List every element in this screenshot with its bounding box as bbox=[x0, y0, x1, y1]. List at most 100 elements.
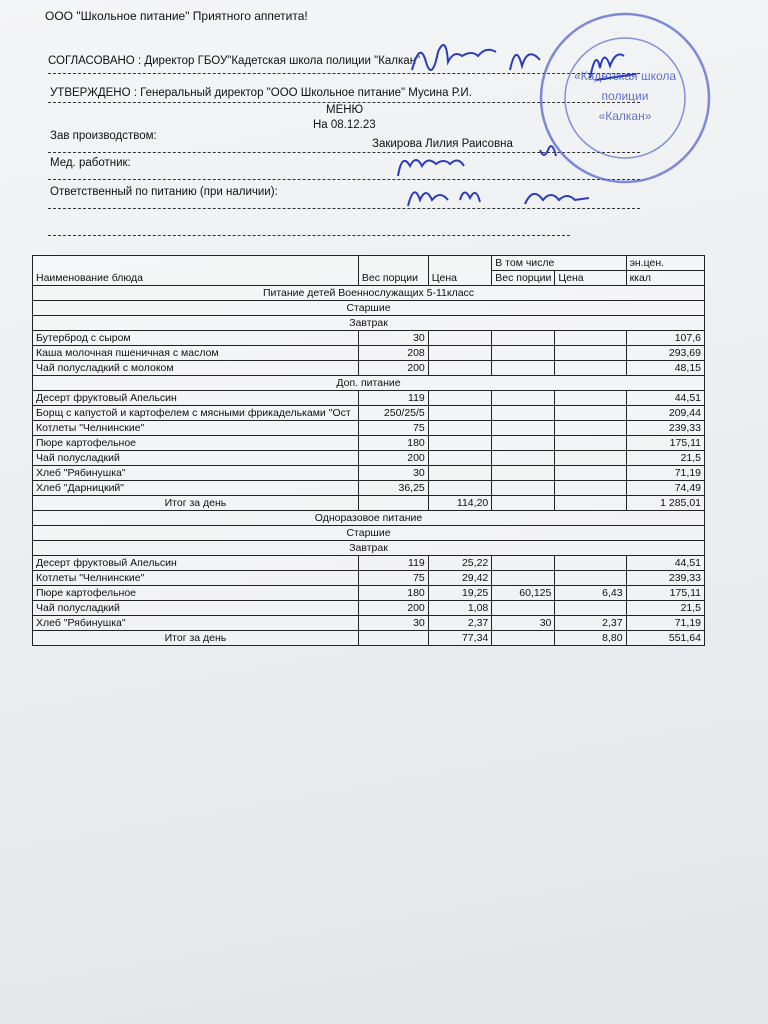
value-cell: 30 bbox=[357, 465, 429, 481]
section-cell: Питание детей Военнослужащих 5-11класс bbox=[32, 285, 705, 301]
dish-cell: Итог за день bbox=[32, 495, 359, 511]
value-cell: 200 bbox=[357, 450, 429, 466]
value-cell: 180 bbox=[357, 435, 429, 451]
value-cell: 239,33 bbox=[625, 420, 706, 436]
value-cell bbox=[427, 330, 493, 346]
value-cell: 180 bbox=[357, 585, 429, 601]
value-cell: 75 bbox=[357, 570, 429, 586]
value-cell bbox=[427, 480, 493, 496]
table-row: Итог за день 77,34 8,80 551,64 bbox=[32, 630, 706, 646]
section-cell: Завтрак bbox=[32, 315, 705, 331]
value-cell: 44,51 bbox=[625, 555, 706, 571]
value-cell bbox=[554, 450, 627, 466]
value-cell bbox=[427, 390, 493, 406]
table-row: Котлеты "Челнинские" 75 239,33 bbox=[32, 420, 706, 436]
responsible-label: Ответственный по питанию (при наличии): bbox=[50, 186, 278, 198]
stamp-ring bbox=[539, 12, 711, 184]
medic-label: Мед. работник: bbox=[50, 157, 131, 169]
value-cell: 107,6 bbox=[625, 330, 706, 346]
value-cell: 119 bbox=[357, 555, 429, 571]
value-cell bbox=[554, 345, 627, 361]
value-cell bbox=[427, 345, 493, 361]
dish-cell: Каша молочная пшеничная с маслом bbox=[32, 345, 359, 361]
rule bbox=[48, 152, 640, 153]
value-cell: 21,5 bbox=[625, 450, 706, 466]
table-row: Хлеб "Рябинушка" 30 71,19 bbox=[32, 465, 706, 481]
value-cell bbox=[554, 480, 627, 496]
rule bbox=[48, 235, 570, 236]
value-cell: 8,80 bbox=[554, 630, 627, 646]
dish-cell: Пюре картофельное bbox=[32, 435, 359, 451]
menu-date: На 08.12.23 bbox=[313, 119, 376, 131]
value-cell bbox=[427, 420, 493, 436]
value-cell bbox=[554, 330, 627, 346]
table-row: Старшие bbox=[32, 525, 705, 541]
table-body: Наименование блюда Вес порции Цена В том… bbox=[32, 255, 706, 646]
dish-cell: Бутерброд с сыром bbox=[32, 330, 359, 346]
confirmed-line: УТВЕРЖДЕНО : Генеральный директор "ООО Ш… bbox=[50, 87, 472, 99]
value-cell: 71,19 bbox=[625, 615, 706, 631]
value-cell: 209,44 bbox=[625, 405, 706, 421]
value-cell bbox=[554, 420, 627, 436]
signature bbox=[407, 191, 590, 207]
value-cell: 30 bbox=[357, 330, 429, 346]
value-cell: 175,11 bbox=[625, 435, 706, 451]
table-row: Хлеб "Рябинушка" 30 2,37 30 2,37 71,19 bbox=[32, 615, 706, 631]
value-cell: 21,5 bbox=[625, 600, 706, 616]
value-cell bbox=[554, 495, 627, 511]
production-label: Зав производством: bbox=[50, 130, 157, 142]
dish-cell: Чай полусладкий bbox=[32, 450, 359, 466]
value-cell bbox=[491, 420, 556, 436]
value-cell: 293,69 bbox=[625, 345, 706, 361]
header-cell: Наименование блюда bbox=[32, 255, 359, 286]
value-cell bbox=[427, 360, 493, 376]
value-cell bbox=[491, 600, 556, 616]
value-cell: 200 bbox=[357, 600, 429, 616]
value-cell: 200 bbox=[357, 360, 429, 376]
value-cell bbox=[491, 570, 556, 586]
table-row: Пюре картофельное 180 19,25 60,125 6,43 175,1… bbox=[32, 585, 706, 601]
table-row: Борщ с капустой и картофелем с мясными ф… bbox=[32, 405, 706, 421]
value-cell bbox=[491, 435, 556, 451]
section-cell: Старшие bbox=[32, 525, 705, 541]
value-cell bbox=[357, 630, 429, 646]
table-row: Десерт фруктовый Апельсин 119 25,22 44,51 bbox=[32, 555, 706, 571]
dish-cell: Котлеты "Челнинские" bbox=[32, 570, 359, 586]
value-cell bbox=[491, 465, 556, 481]
value-cell bbox=[554, 390, 627, 406]
value-cell bbox=[554, 405, 627, 421]
value-cell: 30 bbox=[357, 615, 429, 631]
value-cell bbox=[491, 495, 556, 511]
signature bbox=[411, 43, 541, 71]
table-row: Одноразовое питание bbox=[32, 510, 705, 526]
value-cell bbox=[554, 555, 627, 571]
value-cell: 1,08 bbox=[427, 600, 493, 616]
table-row: Чай полусладкий 200 1,08 21,5 bbox=[32, 600, 706, 616]
value-cell bbox=[554, 600, 627, 616]
value-cell: 551,64 bbox=[625, 630, 706, 646]
value-cell bbox=[427, 435, 493, 451]
value-cell: 6,43 bbox=[554, 585, 627, 601]
table-row: Десерт фруктовый Апельсин 119 44,51 bbox=[32, 390, 706, 406]
section-cell: Завтрак bbox=[32, 540, 705, 556]
value-cell: 2,37 bbox=[554, 615, 627, 631]
table-row: Завтрак bbox=[32, 540, 705, 556]
dish-cell: Борщ с капустой и картофелем с мясными ф… bbox=[32, 405, 359, 421]
value-cell: 48,15 bbox=[625, 360, 706, 376]
header-cell: Цена bbox=[554, 270, 627, 286]
table-row: Старшие bbox=[32, 300, 705, 316]
value-cell bbox=[491, 390, 556, 406]
value-cell bbox=[427, 465, 493, 481]
rule bbox=[48, 208, 640, 209]
value-cell: 36,25 bbox=[357, 480, 429, 496]
table-row: Котлеты "Челнинские" 75 29,42 239,33 bbox=[32, 570, 706, 586]
signature bbox=[397, 145, 557, 177]
value-cell bbox=[491, 555, 556, 571]
rule bbox=[48, 102, 640, 103]
header-cell: ккал bbox=[625, 270, 706, 286]
value-cell: 119 bbox=[357, 390, 429, 406]
value-cell bbox=[357, 495, 429, 511]
rule bbox=[48, 179, 640, 180]
table-row: Хлеб "Дарницкий" 36,25 74,49 bbox=[32, 480, 706, 496]
